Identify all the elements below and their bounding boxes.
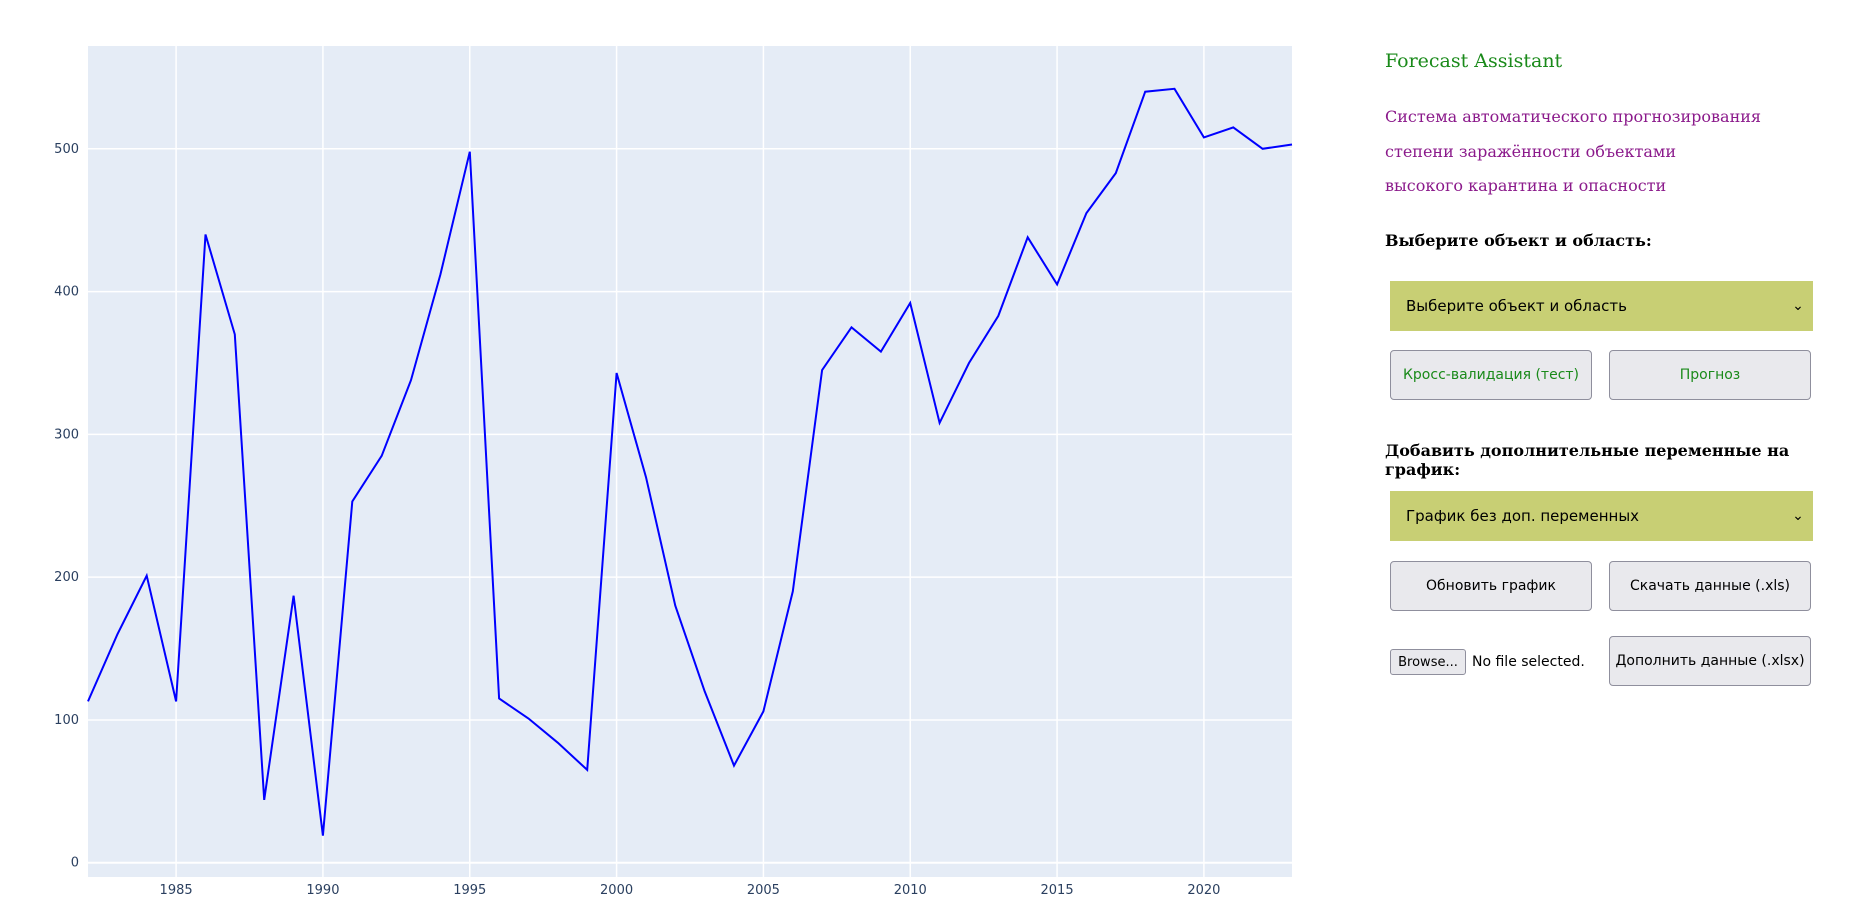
x-tick-label: 2020 (1187, 883, 1220, 898)
file-upload: Browse... No file selected. (1390, 649, 1585, 675)
chevron-down-icon: ⌄ (1792, 508, 1804, 524)
series-line (87, 87, 1293, 836)
y-tick-label: 400 (54, 285, 79, 300)
x-tick-label: 2010 (894, 883, 927, 898)
x-tick-labels: 1985 1990 1995 2000 2005 2010 2015 2020 (160, 883, 1221, 898)
x-tick-label: 1990 (306, 883, 339, 898)
description-line: степени заражённости объектами (1385, 141, 1676, 161)
extra-vars-label: Добавить дополнительные переменные на гр… (1385, 441, 1790, 479)
app-title: Forecast Assistant (1385, 50, 1563, 72)
x-tick-label: 2015 (1041, 883, 1074, 898)
y-tick-label: 500 (54, 142, 79, 157)
download-xls-button[interactable]: Скачать данные (.xls) (1609, 561, 1811, 611)
vars-select-value: График без доп. переменных (1406, 507, 1640, 525)
extra-vars-select[interactable]: График без доп. переменных ⌄ (1390, 491, 1813, 541)
x-gridlines (175, 46, 1205, 877)
append-xlsx-button[interactable]: Дополнить данные (.xlsx) (1609, 636, 1811, 686)
browse-button[interactable]: Browse... (1390, 649, 1466, 675)
description-line: Система автоматического прогнозирования (1385, 107, 1761, 126)
control-panel: Forecast Assistant Система автоматическо… (1385, 0, 1825, 916)
object-select-label: Выберите объект и область: (1385, 231, 1652, 250)
y-tick-label: 100 (54, 713, 79, 728)
y-tick-labels: 0 100 200 300 400 500 (54, 142, 79, 871)
y-gridlines (88, 148, 1292, 864)
line-chart: 1985 1990 1995 2000 2005 2010 2015 2020 0 100 200… (54, 46, 1293, 898)
cross-validation-button[interactable]: Кросс-валидация (тест) (1390, 350, 1592, 400)
app-description: Система автоматического прогнозирования … (1385, 105, 1761, 209)
description-line: высокого карантина и опасности (1385, 176, 1667, 195)
chevron-down-icon: ⌄ (1792, 298, 1804, 314)
object-area-select[interactable]: Выберите объект и область ⌄ (1390, 281, 1813, 331)
x-tick-label: 2005 (747, 883, 780, 898)
forecast-button[interactable]: Прогноз (1609, 350, 1811, 400)
file-status: No file selected. (1472, 654, 1585, 670)
update-chart-button[interactable]: Обновить график (1390, 561, 1592, 611)
y-tick-label: 200 (54, 570, 79, 585)
y-tick-label: 0 (71, 856, 79, 871)
x-tick-label: 2000 (600, 883, 633, 898)
x-tick-label: 1995 (453, 883, 486, 898)
object-select-value: Выберите объект и область (1406, 297, 1627, 315)
x-tick-label: 1985 (160, 883, 193, 898)
y-tick-label: 300 (54, 427, 79, 442)
plot-area (88, 46, 1292, 877)
